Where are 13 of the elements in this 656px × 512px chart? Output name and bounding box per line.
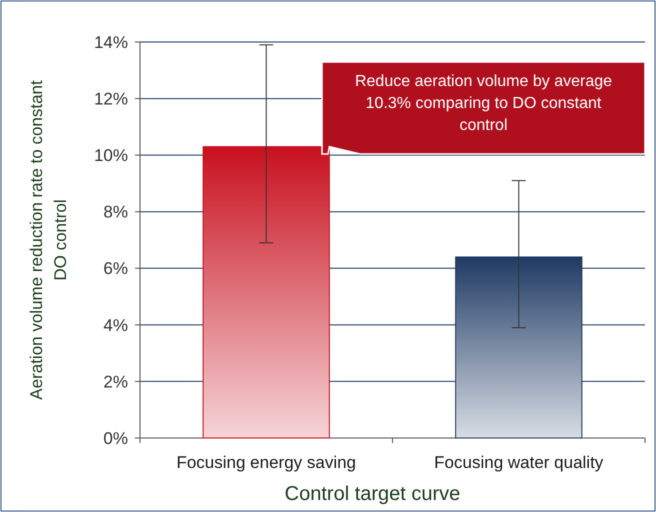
annotation: Reduce aeration volume by average 10.3% comparing to DO constant control [354, 73, 612, 134]
y-tick-label: 2% [103, 372, 128, 392]
x-tick-label: Focusing water quality [434, 453, 604, 472]
y-tick-label: 12% [94, 90, 128, 109]
x-axis-title: Control target curve [284, 483, 460, 505]
y-tick-label: 8% [103, 202, 128, 222]
y-tick-label: 4% [103, 316, 128, 335]
y-axis-title: Aeration volume reduction rate to constant DO control [27, 80, 70, 400]
y-tick-label: 0% [103, 428, 128, 448]
y-tick-label: 10% [94, 146, 128, 166]
y-tick-label: 14% [94, 32, 128, 52]
y-tick-label: 6% [103, 259, 128, 278]
x-tick-label: Focusing energy saving [176, 453, 356, 472]
